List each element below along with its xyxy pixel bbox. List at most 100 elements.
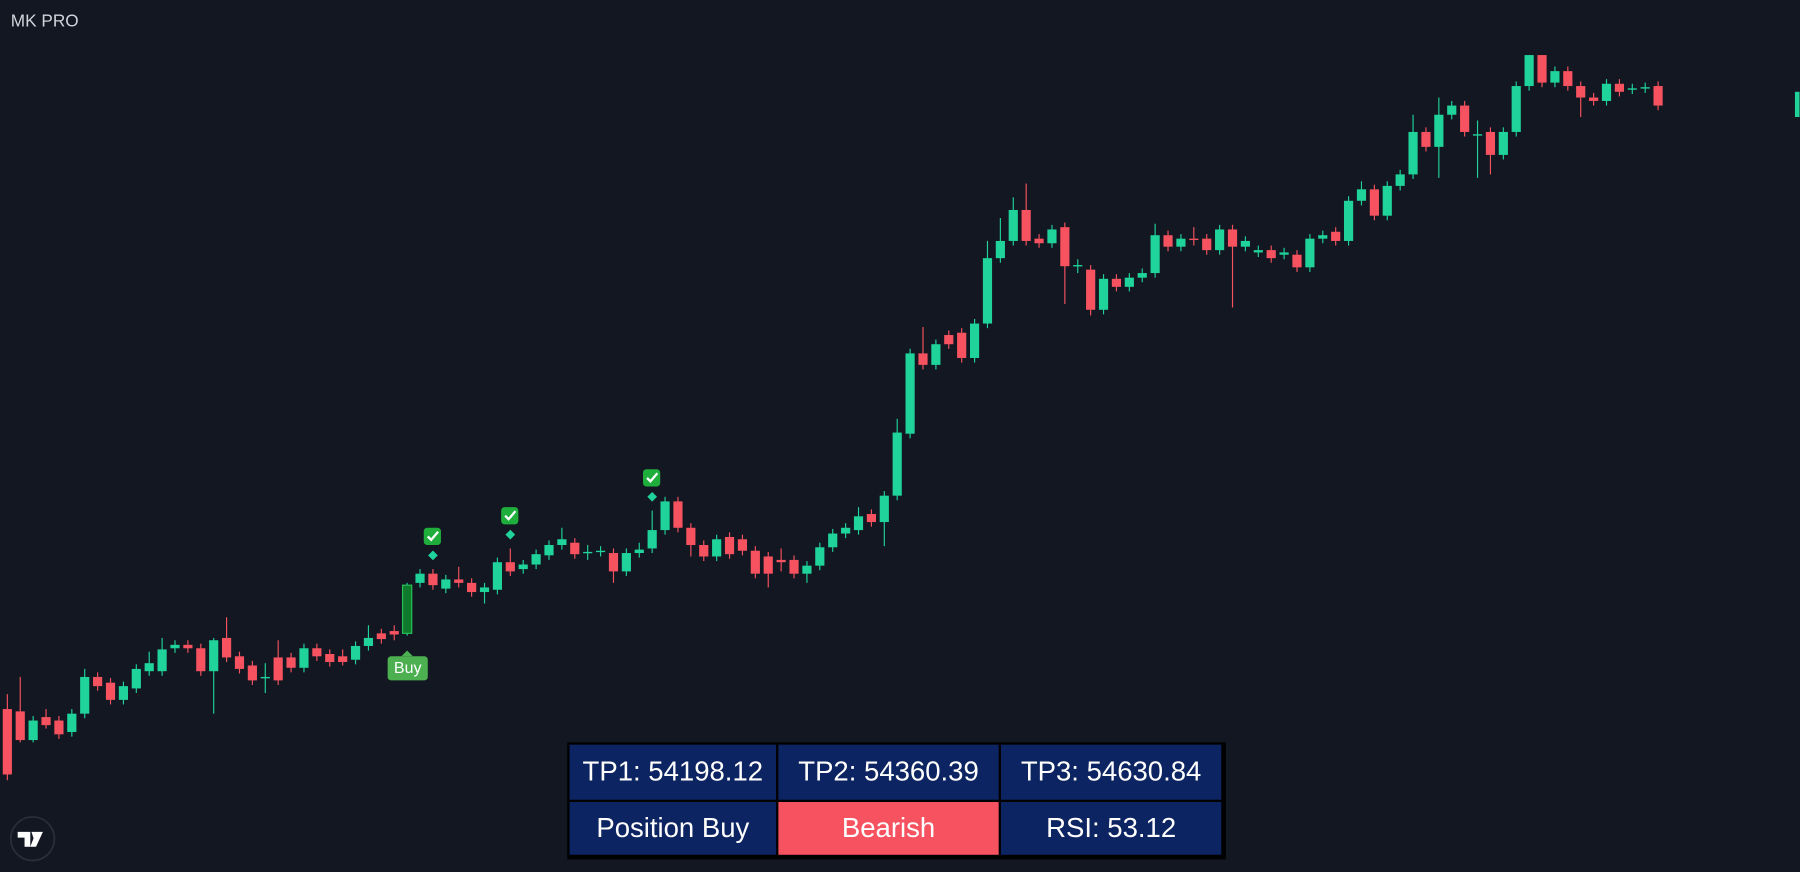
candle-body (712, 539, 722, 557)
candle-body (518, 564, 528, 570)
candle-body (467, 582, 477, 593)
candle-body (1150, 235, 1160, 274)
tp-check-box (642, 469, 661, 487)
candle-body (634, 549, 644, 554)
buy-signal (387, 656, 428, 681)
candle-body (1434, 114, 1444, 147)
candle-body (105, 682, 116, 700)
candle-body (724, 536, 735, 555)
candle-body (54, 720, 64, 735)
tp-check (646, 472, 659, 484)
candle-body (1292, 254, 1302, 268)
candle-body (338, 656, 348, 663)
candle-body (1189, 238, 1199, 241)
candle-body (1627, 88, 1637, 90)
candle-body (608, 553, 619, 572)
candle-body (1021, 209, 1031, 241)
candle-body (789, 559, 799, 574)
candle-body (1253, 250, 1263, 253)
candle-body (802, 565, 812, 574)
candle-body (1047, 229, 1057, 244)
table-cell-text: Position Buy (596, 812, 749, 843)
candle-body (28, 720, 38, 741)
candle-body (15, 711, 25, 741)
edge-candle (1794, 91, 1800, 118)
candle-body (815, 547, 825, 566)
candle-body (841, 527, 851, 534)
candle-body (686, 527, 696, 545)
candle-body (1086, 269, 1096, 310)
candle-body (479, 587, 490, 593)
candle-body (544, 545, 554, 556)
candle-body (1124, 277, 1134, 287)
candle-body (1563, 71, 1573, 87)
candle-body (67, 713, 77, 733)
candle-body (1395, 174, 1405, 186)
candle-body (1421, 131, 1431, 147)
candle-body (853, 516, 864, 531)
candle-body (492, 562, 503, 590)
candle-body (234, 656, 245, 669)
candle-body (1382, 185, 1392, 216)
candle-body (80, 676, 90, 714)
candle-body (118, 686, 129, 700)
candle-body (441, 579, 451, 589)
table-cell (569, 802, 777, 855)
candle-body (299, 648, 309, 668)
candle-body (570, 542, 580, 555)
candle-body (170, 644, 180, 649)
candle-body (879, 495, 889, 523)
candle-body (1537, 55, 1547, 83)
candle-body (583, 551, 593, 554)
candle-body (2, 709, 12, 775)
table-cell (778, 802, 999, 855)
candle-body (1008, 209, 1018, 241)
candle-body (531, 554, 541, 565)
table-cell (778, 744, 999, 800)
candle-body (918, 353, 928, 365)
candle-body (157, 649, 167, 672)
candle-body (866, 514, 876, 523)
candle-body (1240, 240, 1250, 247)
candle-body (183, 644, 193, 649)
candle-body (221, 637, 232, 658)
candle-body (621, 553, 631, 572)
candle-body (363, 637, 374, 646)
candle-body (1460, 105, 1470, 132)
candle-body (557, 539, 567, 545)
candle-body (93, 676, 103, 687)
candle-body (1472, 134, 1483, 136)
candle-body (931, 344, 941, 365)
tp-check (426, 531, 439, 542)
table-cell (1000, 744, 1222, 800)
candle-body (969, 323, 980, 358)
candle-body (1589, 97, 1599, 101)
candle-body (1356, 189, 1367, 201)
candle-body (454, 579, 464, 583)
logo-circle[interactable] (9, 816, 56, 862)
candle-body (699, 545, 709, 557)
candle-body (995, 240, 1005, 259)
candle-body (1498, 131, 1508, 155)
candle-body (247, 665, 257, 681)
candle-body (1653, 86, 1663, 106)
candle-body (737, 539, 748, 551)
candle-body (750, 550, 760, 574)
candle-body (828, 533, 838, 548)
buy-pointer (401, 650, 413, 657)
candle-body (1511, 86, 1521, 132)
candle-body (776, 559, 786, 563)
table-cell (1000, 802, 1222, 855)
candle-body (1034, 238, 1044, 244)
candle-body (1279, 252, 1289, 255)
tradingview-logo[interactable] (9, 816, 56, 862)
candle-body (376, 633, 386, 640)
candle-body (401, 584, 413, 634)
candle-body (1343, 200, 1354, 241)
table-cell-text: TP2: 54360.39 (798, 756, 979, 787)
candles: Buy (2, 55, 1663, 781)
candle-body (144, 663, 154, 672)
candle-body (286, 657, 296, 668)
candle-body (1073, 265, 1083, 267)
tp-diamond (505, 529, 516, 540)
